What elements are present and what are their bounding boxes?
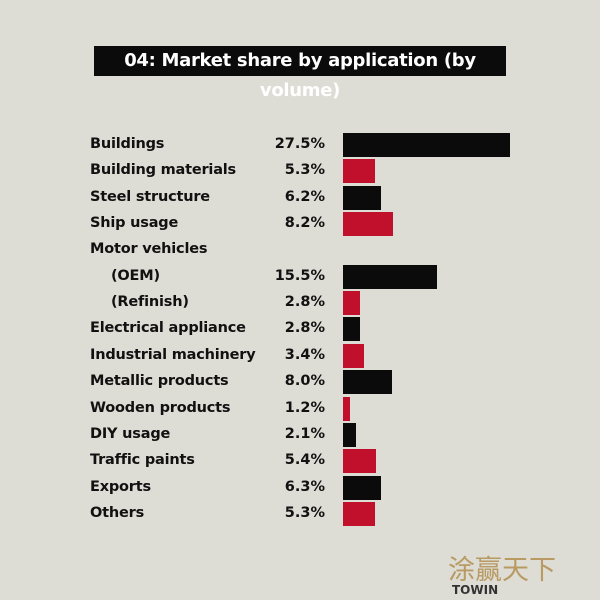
category-label: Wooden products [90, 399, 231, 416]
bar [343, 264, 438, 289]
category-label: DIY usage [90, 425, 171, 442]
bar [343, 449, 376, 474]
value-label: 3.4% [284, 346, 325, 363]
bar [343, 212, 393, 237]
bar [343, 475, 382, 500]
value-label: 6.2% [284, 188, 325, 205]
value-label: 5.3% [284, 162, 325, 179]
category-label: Steel structure [90, 188, 210, 205]
bar [343, 185, 381, 210]
value-label: 5.3% [284, 504, 325, 521]
bar [343, 291, 360, 316]
category-label: Ship usage [90, 215, 179, 232]
bar [343, 370, 392, 395]
watermark-logo: 涂赢天下 [448, 555, 556, 586]
category-label: Metallic products [90, 373, 229, 390]
bar [343, 133, 510, 157]
category-label: Motor vehicles [90, 241, 208, 258]
bar [343, 317, 360, 342]
watermark-brand: TOWIN [452, 583, 499, 597]
value-label: 27.5% [274, 136, 325, 152]
value-label: 8.0% [284, 373, 325, 390]
value-label: 2.8% [284, 294, 325, 311]
value-label: 2.1% [284, 425, 325, 442]
category-label: (OEM) [111, 267, 160, 284]
bar [343, 159, 376, 184]
category-label: Building materials [90, 162, 236, 179]
category-label: Others [90, 504, 144, 521]
category-label: Exports [90, 478, 151, 495]
bar [343, 501, 376, 526]
chart-title: 04: Market share by application (by volu… [94, 46, 506, 101]
value-label: 8.2% [284, 215, 325, 232]
bar [343, 422, 356, 447]
category-label: Industrial machinery [90, 346, 256, 363]
category-label: Buildings [90, 136, 165, 152]
category-label: Electrical appliance [90, 320, 246, 337]
category-label: (Refinish) [111, 294, 189, 311]
value-label: 15.5% [274, 267, 325, 284]
category-label: Traffic paints [90, 452, 195, 469]
bar [343, 343, 364, 368]
value-label: 2.8% [284, 320, 325, 337]
value-label: 5.4% [284, 452, 325, 469]
bar [343, 396, 351, 421]
value-label: 1.2% [284, 399, 325, 416]
value-label: 6.3% [284, 478, 325, 495]
